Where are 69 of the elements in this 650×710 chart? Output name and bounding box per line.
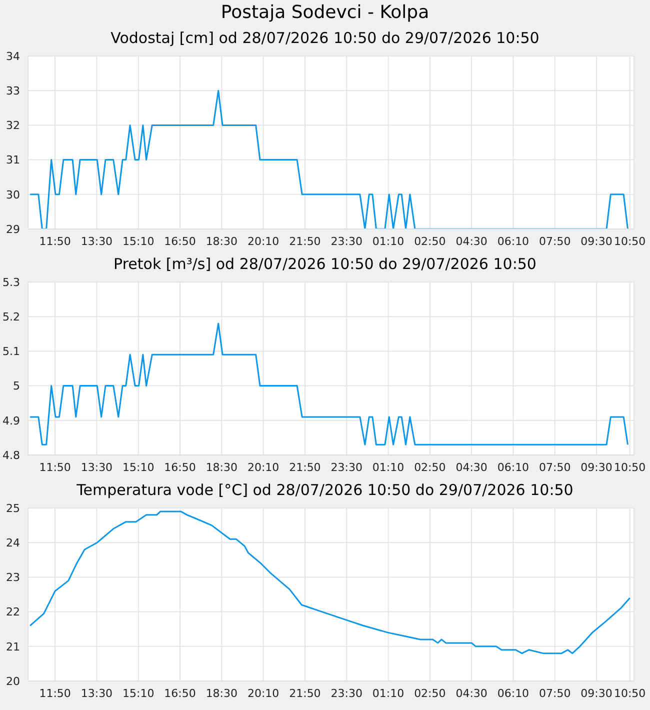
- line-series: [29, 322, 629, 446]
- x-tick-label: 04:30: [456, 234, 488, 248]
- x-tick-label: 20:10: [247, 234, 280, 248]
- x-tick-label: 02:50: [414, 460, 446, 474]
- chart-title: Temperatura vode [°C] od 28/07/2026 10:50 do 29/07/2026 10:50: [76, 480, 574, 501]
- line-series: [29, 510, 631, 654]
- y-tick-label: 5.2: [2, 310, 20, 324]
- x-tick-label: 21:50: [289, 234, 321, 248]
- y-tick-label: 29: [6, 222, 20, 236]
- x-tick-label: 10:50: [614, 686, 646, 700]
- y-tick-label: 22: [6, 606, 20, 619]
- x-tick-label: 18:30: [206, 460, 238, 474]
- y-tick-label: 24: [6, 536, 20, 550]
- y-tick-label: 25: [6, 502, 20, 515]
- x-tick-label: 02:50: [414, 686, 446, 700]
- y-tick-label: 4.8: [2, 448, 20, 462]
- chart-title: Pretok [m³/s] od 28/07/2026 10:50 do 29/07/2026 10:50: [112, 254, 538, 275]
- chart-subtitle: Vodostaj [cm] od 28/07/2026 10:50 do 29/07/2026 10:50: [110, 28, 540, 49]
- x-tick-label: 20:10: [247, 686, 280, 700]
- chart-title: Postaja Sodevci - Kolpa: [220, 1, 430, 25]
- x-tick-label: 16:50: [164, 460, 196, 474]
- x-tick-label: 09:30: [580, 460, 612, 474]
- x-tick-label: 07:50: [539, 686, 571, 700]
- x-tick-label: 02:50: [414, 234, 446, 248]
- x-tick-label: 04:30: [456, 686, 488, 700]
- y-tick-label: 20: [6, 674, 20, 688]
- x-tick-label: 01:10: [372, 460, 404, 474]
- y-tick-label: 33: [6, 84, 20, 98]
- x-tick-label: 01:10: [372, 686, 404, 700]
- x-tick-label: 16:50: [164, 234, 196, 248]
- y-tick-label: 23: [6, 571, 20, 584]
- x-tick-label: 01:10: [372, 234, 404, 248]
- x-tick-label: 11:50: [39, 686, 71, 700]
- x-tick-label: 09:30: [580, 686, 612, 700]
- x-tick-label: 07:50: [539, 234, 571, 248]
- y-tick-label: 5.3: [2, 276, 20, 289]
- x-tick-label: 11:50: [39, 460, 71, 474]
- x-tick-label: 04:30: [456, 460, 488, 474]
- y-tick-label: 21: [6, 640, 20, 654]
- x-tick-label: 18:30: [206, 234, 238, 248]
- x-tick-label: 10:50: [614, 460, 646, 474]
- y-tick-label: 34: [6, 50, 20, 63]
- x-tick-label: 13:30: [80, 460, 113, 474]
- x-tick-label: 11:50: [39, 234, 71, 248]
- x-tick-label: 13:30: [80, 234, 113, 248]
- x-tick-label: 15:10: [122, 686, 154, 700]
- x-tick-label: 21:50: [289, 460, 321, 474]
- x-tick-label: 13:30: [80, 686, 113, 700]
- x-tick-label: 23:30: [330, 460, 362, 474]
- x-tick-label: 21:50: [289, 686, 321, 700]
- x-tick-label: 10:50: [614, 234, 646, 248]
- x-tick-label: 16:50: [164, 686, 196, 700]
- y-tick-label: 32: [6, 119, 20, 132]
- x-tick-label: 07:50: [539, 460, 571, 474]
- y-tick-label: 5.1: [2, 345, 20, 358]
- y-tick-label: 30: [6, 188, 20, 202]
- y-tick-label: 31: [6, 154, 20, 167]
- x-tick-label: 18:30: [206, 686, 238, 700]
- x-tick-label: 06:10: [497, 686, 530, 700]
- x-tick-label: 06:10: [497, 460, 530, 474]
- x-tick-label: 06:10: [497, 234, 530, 248]
- x-tick-label: 15:10: [122, 460, 154, 474]
- x-tick-label: 15:10: [122, 234, 154, 248]
- x-tick-label: 09:30: [580, 234, 612, 248]
- y-tick-label: 4.9: [2, 414, 20, 428]
- x-tick-label: 23:30: [330, 686, 362, 700]
- x-tick-label: 20:10: [247, 460, 280, 474]
- x-tick-label: 23:30: [330, 234, 362, 248]
- y-tick-label: 5: [13, 380, 20, 393]
